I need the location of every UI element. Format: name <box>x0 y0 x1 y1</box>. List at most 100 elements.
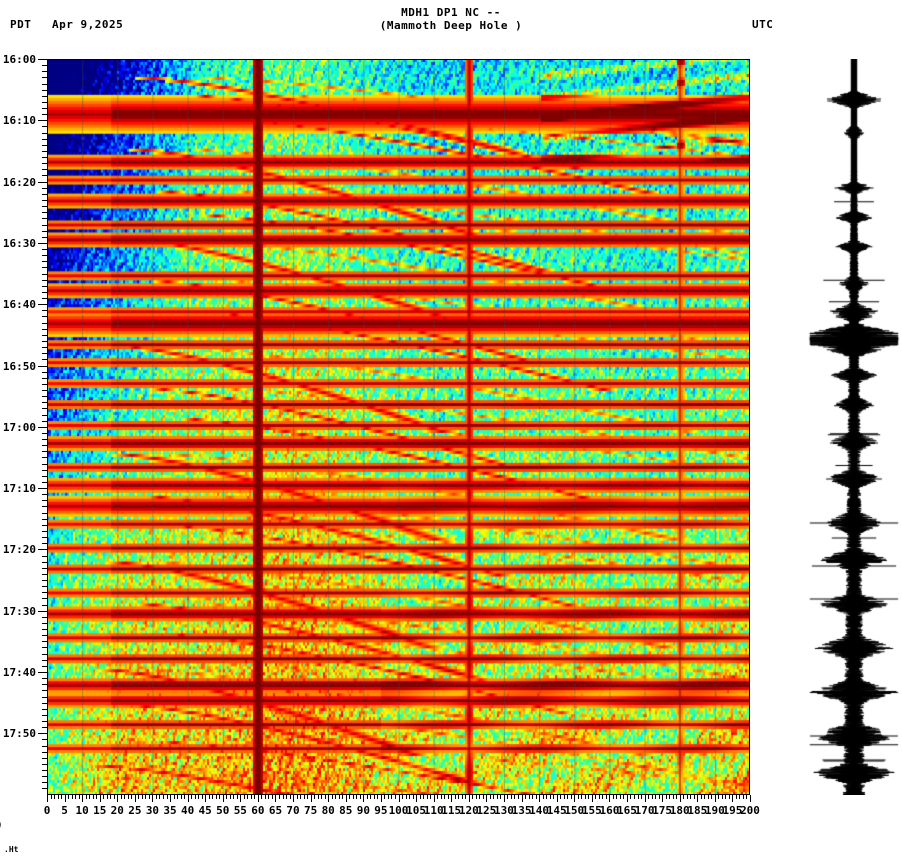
time-tick-minor-left <box>42 322 47 324</box>
time-tick-minor-left <box>42 494 47 496</box>
time-tick-minor-left <box>42 580 47 582</box>
frequency-label: 150 <box>564 804 585 817</box>
frequency-tick-minor <box>373 795 375 799</box>
time-tick-minor-left <box>42 132 47 134</box>
time-tick-minor-left <box>42 95 47 97</box>
frequency-tick <box>345 795 347 802</box>
frequency-tick <box>222 795 224 802</box>
frequency-tick-minor <box>194 795 196 799</box>
frequency-tick-minor <box>507 795 509 799</box>
frequency-tick <box>99 795 101 802</box>
time-label-left: 17:50 <box>2 727 36 741</box>
seismogram-canvas <box>808 59 900 795</box>
frequency-label: 100 <box>388 804 409 817</box>
time-tick-minor-left <box>42 653 47 655</box>
frequency-tick <box>257 795 259 802</box>
time-tick-major-left <box>38 610 47 612</box>
frequency-tick-minor <box>711 795 713 799</box>
time-tick-minor-left <box>42 751 47 753</box>
frequency-tick-minor <box>324 795 326 799</box>
time-tick-minor-left <box>42 347 47 349</box>
time-tick-minor-left <box>42 714 47 716</box>
frequency-tick-minor <box>296 795 298 799</box>
time-label-left: 16:50 <box>2 359 36 373</box>
frequency-tick-minor <box>693 795 695 799</box>
time-tick-minor-left <box>42 782 47 784</box>
frequency-tick-minor <box>68 795 70 799</box>
frequency-tick <box>539 795 541 802</box>
seismogram-panel[interactable] <box>808 59 900 795</box>
frequency-tick-minor <box>560 795 562 799</box>
frequency-tick-minor <box>384 795 386 799</box>
time-tick-minor-left <box>42 776 47 778</box>
time-axis-left: 16:00 16:10 16:20 16:30 16:40 16:50 17:00 17:10… <box>0 0 47 864</box>
timezone-label-left: PDT <box>10 18 32 31</box>
time-tick-minor-left <box>42 659 47 661</box>
spectrogram-plot[interactable] <box>47 59 750 795</box>
frequency-tick <box>433 795 435 802</box>
spectrogram-canvas <box>47 59 750 795</box>
time-tick-minor-left <box>42 359 47 361</box>
frequency-label: 40 <box>180 804 195 817</box>
frequency-tick-minor <box>338 795 340 799</box>
time-tick-minor-left <box>42 169 47 171</box>
frequency-tick <box>117 795 119 802</box>
time-tick-minor-left <box>42 77 47 79</box>
time-tick-minor-left <box>42 199 47 201</box>
time-tick-major-left <box>38 488 47 490</box>
frequency-tick-minor <box>581 795 583 799</box>
time-tick-minor-left <box>42 463 47 465</box>
frequency-label: 20 <box>110 804 124 817</box>
time-tick-major-left <box>38 242 47 244</box>
time-tick-major-left <box>38 120 47 122</box>
frequency-tick-minor <box>672 795 674 799</box>
frequency-tick-minor <box>236 795 238 799</box>
frequency-label: 160 <box>599 804 620 817</box>
frequency-tick-minor <box>742 795 744 799</box>
time-tick-minor-left <box>42 371 47 373</box>
frequency-tick-minor <box>405 795 407 799</box>
time-tick-minor-left <box>42 543 47 545</box>
time-tick-minor-left <box>42 531 47 532</box>
frequency-tick-minor <box>391 795 393 799</box>
time-tick-minor-left <box>42 702 47 704</box>
frequency-tick-minor <box>563 795 565 799</box>
time-tick-minor-left <box>42 396 47 398</box>
time-tick-minor-left <box>42 604 47 606</box>
time-tick-minor-left <box>42 316 47 318</box>
frequency-tick-minor <box>412 795 414 799</box>
frequency-label: 70 <box>286 804 300 817</box>
frequency-label: 75 <box>304 804 318 817</box>
time-tick-minor-left <box>42 586 47 588</box>
frequency-tick-minor <box>50 795 52 799</box>
frequency-tick-minor <box>349 795 351 799</box>
frequency-tick-minor <box>120 795 122 799</box>
time-tick-minor-left <box>42 555 47 557</box>
frequency-tick-minor <box>454 795 456 799</box>
frequency-tick-minor <box>518 795 519 799</box>
frequency-tick-minor <box>145 795 147 799</box>
frequency-tick <box>47 795 48 802</box>
time-tick-minor-left <box>42 475 47 477</box>
time-tick-minor-left <box>42 267 47 269</box>
time-tick-minor-left <box>42 690 47 692</box>
frequency-label: 195 <box>722 804 743 817</box>
time-tick-minor-left <box>42 414 47 416</box>
page-title: MDH1 DP1 NC -- <box>401 6 501 19</box>
time-tick-minor-left <box>42 561 47 563</box>
time-tick-minor-left <box>42 445 47 447</box>
frequency-tick-minor <box>138 795 140 799</box>
frequency-tick-minor <box>96 795 98 799</box>
frequency-tick <box>134 795 136 802</box>
time-tick-minor-left <box>42 696 47 698</box>
record-date-label: Apr 9,2025 <box>52 18 124 31</box>
frequency-label: 170 <box>634 804 655 817</box>
time-tick-minor-left <box>42 481 47 483</box>
frequency-tick-minor <box>359 795 361 799</box>
frequency-tick-minor <box>409 795 411 799</box>
time-tick-minor-left <box>42 641 47 643</box>
time-tick-minor-left <box>42 622 47 624</box>
time-tick-minor-left <box>42 279 47 281</box>
frequency-tick-minor <box>113 795 115 799</box>
frequency-tick-minor <box>465 795 467 799</box>
